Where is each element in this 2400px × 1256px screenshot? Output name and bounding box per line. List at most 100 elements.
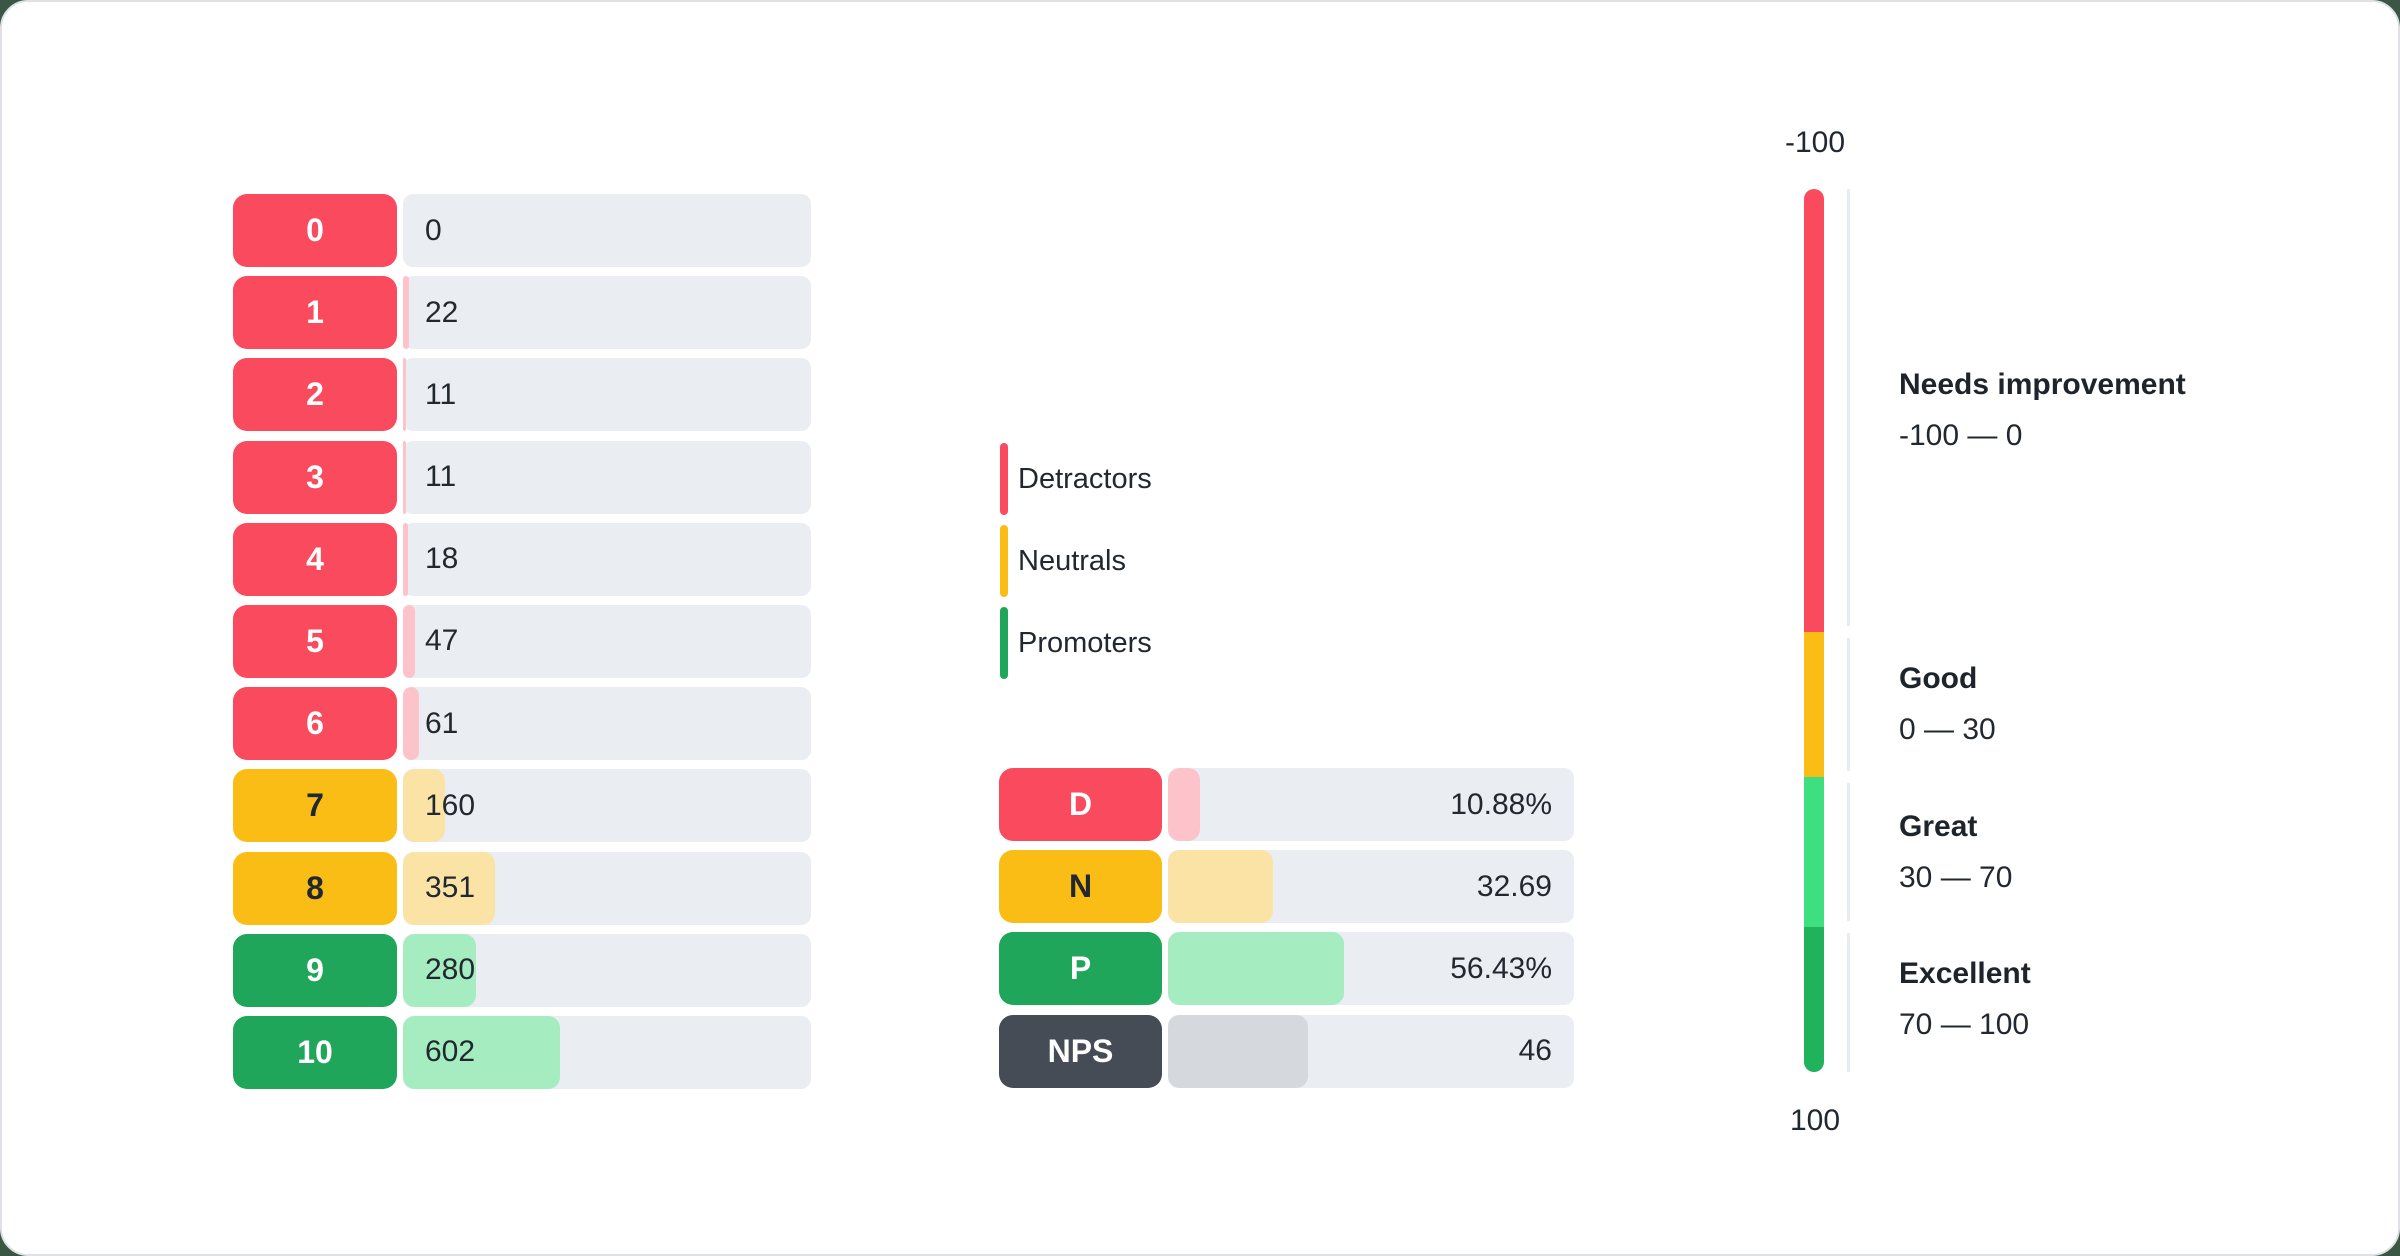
gauge-segment-excellent <box>1804 927 1824 1072</box>
score-track-6: 61 <box>403 687 811 761</box>
score-row-10: 10 602 <box>233 1015 811 1089</box>
zone-name: Needs improvement <box>1899 368 2186 402</box>
zone-range: 30 — 70 <box>1899 860 2013 894</box>
score-track-10: 602 <box>403 1015 811 1089</box>
zone-name: Great <box>1899 809 1978 843</box>
score-track-3: 11 <box>403 440 811 514</box>
score-badge-6: 6 <box>233 687 397 761</box>
score-row-0: 0 0 <box>233 194 811 267</box>
score-fill-9 <box>403 933 477 1007</box>
score-fill-3 <box>403 440 406 514</box>
score-row-1: 1 22 <box>233 276 811 350</box>
score-value-1: 22 <box>425 295 459 329</box>
score-track-5: 47 <box>403 604 811 678</box>
summary-track-d: 10.88% <box>1168 768 1574 841</box>
score-row-6: 6 61 <box>233 687 811 761</box>
score-track-0: 0 <box>403 194 811 267</box>
score-value-0: 0 <box>425 213 442 247</box>
summary-badge-p: P <box>999 932 1162 1006</box>
neutrals-legend-mark-icon <box>1000 525 1008 597</box>
score-badge-9: 9 <box>233 933 397 1007</box>
score-value-2: 11 <box>425 377 457 411</box>
promoters-legend-mark-icon <box>1000 607 1008 679</box>
summary-fill-d <box>1168 768 1201 841</box>
score-badge-3: 3 <box>233 440 397 514</box>
summary-fill-n <box>1168 850 1273 924</box>
summary-row-nps: NPS 46 <box>999 1014 1574 1088</box>
score-row-9: 9 280 <box>233 933 811 1007</box>
score-track-2: 11 <box>403 358 811 432</box>
score-track-4: 18 <box>403 522 811 596</box>
gauge-axis-segment <box>1847 632 1850 777</box>
nps-summary-chart: D 10.88% N 32.69 P 56.43% NPS 46 <box>999 768 1574 1088</box>
legend-label: Promoters <box>1018 626 1152 659</box>
detractors-legend-mark-icon <box>1000 443 1008 515</box>
score-track-1: 22 <box>403 276 811 350</box>
score-row-3: 3 11 <box>233 440 811 514</box>
gauge-segment-good <box>1804 632 1824 778</box>
summary-fill-nps <box>1168 1014 1309 1088</box>
score-badge-1: 1 <box>233 276 397 350</box>
score-badge-8: 8 <box>233 851 397 925</box>
summary-value-d: 10.88% <box>1450 787 1552 821</box>
score-value-6: 61 <box>425 706 459 740</box>
score-fill-4 <box>403 522 408 596</box>
gauge-zone-great: Great 30 — 70 <box>1899 777 2398 927</box>
score-fill-2 <box>403 358 406 432</box>
legend-label: Neutrals <box>1018 544 1126 577</box>
gauge-axis-segment <box>1847 927 1850 1072</box>
legend-item-neutrals: Neutrals <box>1000 525 1152 597</box>
zone-range: -100 — 0 <box>1899 419 2023 453</box>
summary-badge-nps: NPS <box>999 1014 1162 1088</box>
summary-track-n: 32.69 <box>1168 850 1574 924</box>
score-value-10: 602 <box>425 1035 476 1069</box>
gauge-axis-segment <box>1847 189 1850 632</box>
legend-item-detractors: Detractors <box>1000 443 1152 515</box>
zone-name: Good <box>1899 662 1978 696</box>
score-value-7: 160 <box>425 788 476 822</box>
score-value-8: 351 <box>425 871 476 904</box>
summary-track-nps: 46 <box>1168 1014 1574 1088</box>
score-row-8: 8 351 <box>233 851 811 925</box>
score-fill-8 <box>403 851 495 925</box>
zone-range: 70 — 100 <box>1899 1008 2030 1042</box>
score-fill-1 <box>403 276 409 350</box>
gauge-zone-good: Good 0 — 30 <box>1899 632 2398 777</box>
score-value-4: 18 <box>425 542 459 576</box>
score-value-9: 280 <box>425 953 476 987</box>
zone-name: Excellent <box>1899 957 2031 991</box>
summary-badge-n: N <box>999 850 1162 924</box>
summary-track-p: 56.43% <box>1168 932 1574 1006</box>
score-badge-4: 4 <box>233 522 397 596</box>
score-value-3: 11 <box>425 460 457 494</box>
score-row-2: 2 11 <box>233 358 811 432</box>
gauge-max-label: -100 <box>1784 126 1846 159</box>
gauge-segment-needs-improvement <box>1804 189 1824 633</box>
summary-fill-p <box>1168 932 1344 1006</box>
gauge-min-label: 100 <box>1789 1104 1841 1137</box>
score-track-9: 280 <box>403 933 811 1007</box>
gauge-axis-segment <box>1847 777 1850 927</box>
score-value-5: 47 <box>425 624 459 658</box>
score-track-7: 160 <box>403 769 811 843</box>
summary-value-n: 32.69 <box>1476 869 1552 903</box>
summary-badge-d: D <box>999 768 1162 841</box>
score-distribution-chart: 0 0 1 22 2 11 3 11 <box>233 194 811 1089</box>
legend: Detractors Neutrals Promoters <box>1000 443 1152 679</box>
summary-value-nps: 46 <box>1518 1034 1552 1068</box>
score-fill-6 <box>403 687 419 761</box>
summary-value-p: 56.43% <box>1450 951 1552 985</box>
score-row-5: 5 47 <box>233 604 811 678</box>
legend-item-promoters: Promoters <box>1000 607 1152 679</box>
score-badge-5: 5 <box>233 604 397 678</box>
score-row-4: 4 18 <box>233 522 811 596</box>
gauge-bar <box>1804 189 1824 1072</box>
score-fill-10 <box>403 1015 561 1089</box>
score-fill-7 <box>403 769 445 843</box>
score-fill-5 <box>403 604 416 678</box>
summary-row-neutrals: N 32.69 <box>999 850 1574 924</box>
gauge-zone-excellent: Excellent 70 — 100 <box>1899 927 2398 1072</box>
score-badge-0: 0 <box>233 194 397 267</box>
summary-row-detractors: D 10.88% <box>999 768 1574 841</box>
